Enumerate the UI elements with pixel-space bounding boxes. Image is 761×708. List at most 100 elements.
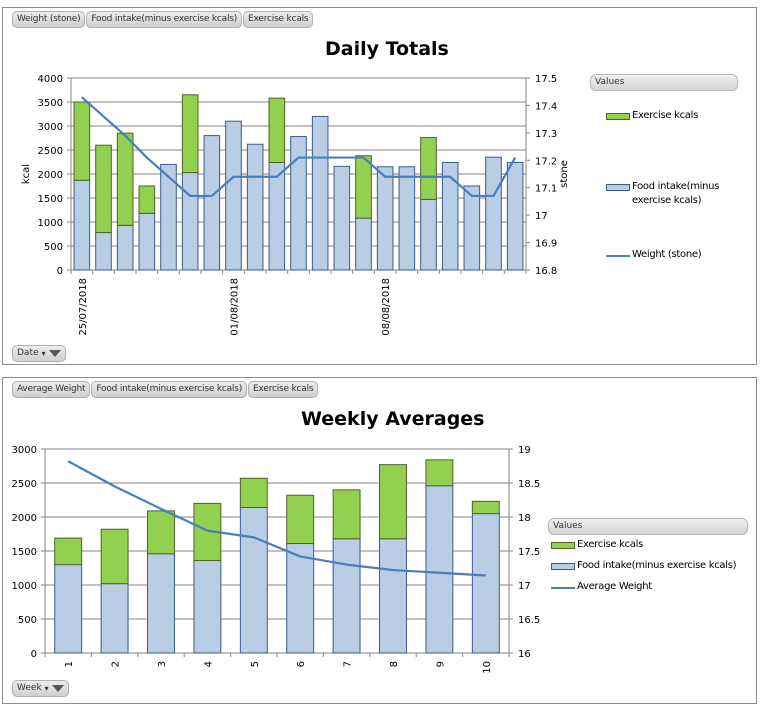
bar-food-intake — [116, 224, 134, 271]
y2-tick-label: 16.9 — [535, 239, 557, 250]
bar-food-intake — [286, 543, 315, 654]
y-tick-label: 2000 — [38, 170, 63, 181]
bar-food-intake — [54, 564, 83, 654]
bar-food-intake — [160, 163, 177, 271]
bar-food-intake — [268, 161, 286, 271]
bar-exercise — [471, 500, 500, 515]
bar-food-intake — [147, 553, 175, 654]
y2-tick-label: 18.5 — [518, 479, 540, 490]
legend-item-food: Food intake(minus exercise kcals) — [551, 559, 737, 573]
field-button-exercise[interactable]: Exercise kcals — [243, 11, 314, 28]
bar-food-intake — [73, 179, 91, 271]
y2-tick-label: 19 — [518, 445, 531, 456]
bar-food-intake — [225, 120, 242, 271]
y-tick-label: 2000 — [12, 513, 37, 524]
x-tick-label: 8 — [389, 661, 400, 667]
bar-food-intake — [95, 232, 112, 271]
legend-label: Average Weight — [577, 581, 652, 592]
field-button-food-intake[interactable]: Food intake(minus exercise kcals) — [91, 381, 248, 398]
y2-tick-label: 17.5 — [535, 74, 557, 85]
y2-tick-label: 16.5 — [518, 615, 540, 626]
legend-label: Food intake(minus exercise kcals) — [632, 181, 720, 206]
legend-item-average-weight: Average Weight — [551, 580, 652, 594]
bar-exercise — [147, 510, 175, 555]
legend-label: Exercise kcals — [577, 539, 643, 550]
y2-tick-label: 17.4 — [535, 101, 557, 112]
y-tick-label: 3000 — [12, 445, 37, 456]
filter-funnel-icon — [48, 350, 61, 357]
daily-totals-chart-panel: Weight (stone) Food intake(minus exercis… — [2, 7, 757, 365]
legend-swatch-weight — [606, 255, 630, 257]
y-tick-label: 0 — [31, 649, 37, 660]
field-button-food-intake[interactable]: Food intake(minus exercise kcals) — [86, 11, 243, 28]
date-filter-button[interactable]: Date ▾ — [12, 345, 66, 362]
legend-label: Food intake(minus exercise kcals) — [577, 560, 737, 571]
x-tick-label: 3 — [157, 661, 168, 667]
y-tick-label: 4000 — [38, 74, 63, 85]
legend-swatch-exercise — [606, 113, 630, 120]
x-tick-label: 5 — [250, 661, 261, 667]
bar-food-intake — [193, 560, 222, 654]
legend-header[interactable]: Values — [548, 518, 748, 535]
filter-funnel-icon — [51, 685, 64, 692]
bar-food-intake — [203, 135, 221, 271]
bar-exercise — [95, 144, 112, 234]
y-tick-label: 0 — [57, 266, 63, 277]
y-tick-label: 500 — [44, 242, 63, 253]
y-tick-label: 3000 — [38, 122, 63, 133]
bar-food-intake — [441, 161, 459, 271]
bar-food-intake — [471, 513, 500, 654]
x-tick-label: 2 — [111, 661, 122, 667]
weight-line — [81, 96, 517, 198]
weight-line — [67, 460, 486, 577]
bar-food-intake — [463, 185, 481, 271]
filter-label: Date — [17, 348, 39, 358]
bar-food-intake — [425, 485, 454, 654]
bar-exercise — [379, 464, 407, 540]
bar-exercise — [286, 494, 315, 545]
legend-item-exercise: Exercise kcals — [606, 109, 698, 123]
x-tick-label: 4 — [203, 661, 214, 667]
bar-food-intake — [506, 161, 524, 271]
y-tick-label: 3500 — [38, 98, 63, 109]
legend-label: Weight (stone) — [632, 249, 702, 260]
bar-exercise — [355, 155, 372, 219]
legend-swatch-average-weight — [551, 587, 575, 589]
x-tick-label: 08/08/2018 — [381, 278, 392, 336]
legend-swatch-exercise — [551, 542, 575, 549]
bar-food-intake — [239, 506, 268, 654]
y-tick-label: 500 — [18, 615, 37, 626]
legend-swatch-food — [551, 563, 575, 570]
y2-tick-label: 17.5 — [518, 547, 540, 558]
bar-food-intake — [355, 217, 372, 271]
y2-tick-label: 17 — [518, 581, 531, 592]
bar-food-intake — [290, 136, 307, 271]
weekly-field-buttons: Average Weight Food intake(minus exercis… — [12, 381, 319, 398]
y2-tick-label: 18 — [518, 513, 531, 524]
dropdown-arrow-icon: ▾ — [44, 684, 49, 693]
field-button-weight[interactable]: Weight (stone) — [12, 11, 86, 28]
legend-item-exercise: Exercise kcals — [551, 538, 643, 552]
week-filter-button[interactable]: Week ▾ — [12, 680, 69, 697]
bar-exercise — [332, 489, 361, 540]
legend-label: Exercise kcals — [632, 110, 698, 121]
y-axis-title: kcal — [21, 164, 32, 184]
y-tick-label: 1000 — [38, 218, 63, 229]
bar-exercise — [138, 185, 156, 214]
bar-exercise — [239, 477, 268, 508]
x-tick-label: 1 — [64, 661, 75, 667]
bar-food-intake — [138, 212, 156, 271]
bar-food-intake — [485, 156, 502, 271]
bar-exercise — [100, 528, 129, 585]
bar-exercise — [268, 97, 286, 163]
y2-tick-label: 17.3 — [535, 129, 557, 140]
bar-food-intake — [311, 115, 329, 271]
x-tick-label: 9 — [435, 661, 446, 667]
field-button-exercise[interactable]: Exercise kcals — [248, 381, 319, 398]
y2-tick-label: 17.2 — [535, 156, 557, 167]
y2-tick-label: 16.8 — [535, 266, 557, 277]
y-tick-label: 2500 — [38, 146, 63, 157]
legend-header[interactable]: Values — [590, 74, 738, 91]
bar-food-intake — [376, 166, 394, 271]
field-button-average-weight[interactable]: Average Weight — [12, 381, 91, 398]
